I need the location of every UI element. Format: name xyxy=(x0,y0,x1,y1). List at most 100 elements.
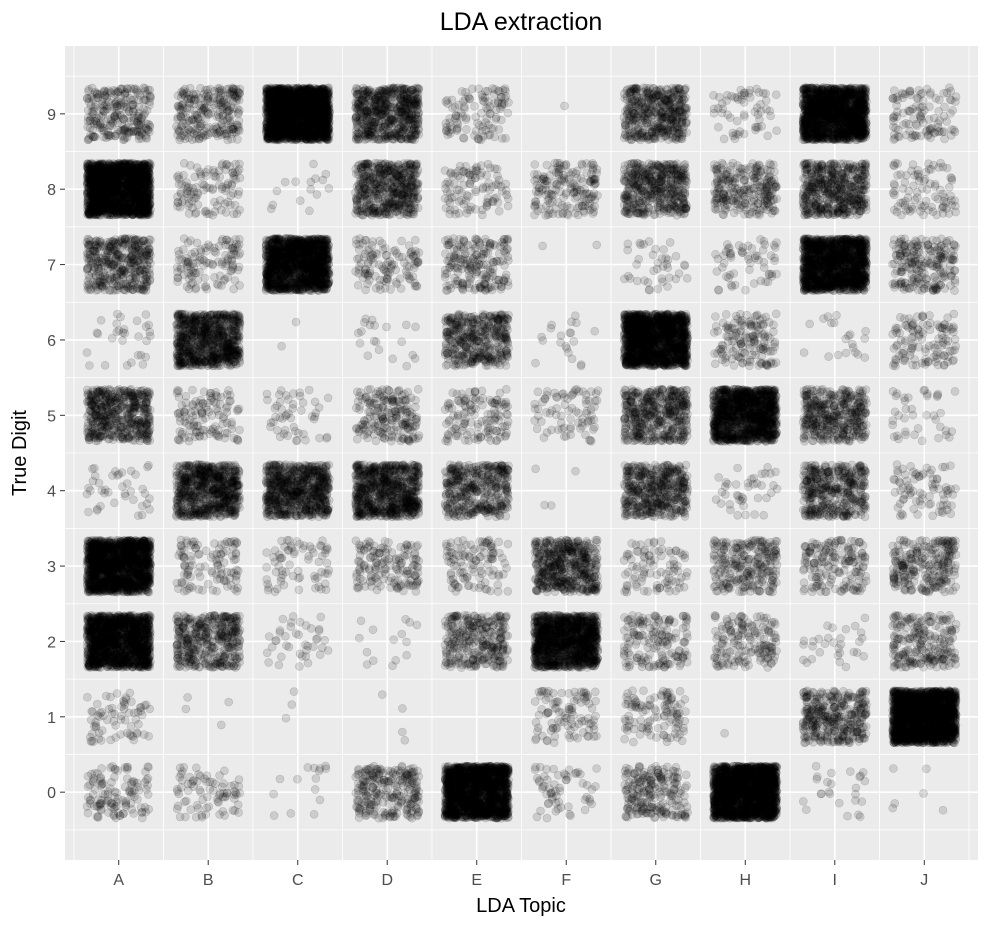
data-point xyxy=(111,813,121,823)
data-point xyxy=(404,765,414,775)
data-point xyxy=(110,764,120,774)
data-point xyxy=(400,735,410,745)
data-point xyxy=(805,690,814,699)
data-point xyxy=(115,811,125,820)
data-point xyxy=(623,812,632,822)
data-point xyxy=(576,687,586,697)
data-point xyxy=(124,708,134,718)
data-point xyxy=(629,693,638,703)
data-point xyxy=(143,781,152,790)
data-point xyxy=(498,770,508,779)
data-point xyxy=(269,789,278,799)
data-point xyxy=(398,776,407,786)
data-point xyxy=(133,794,142,804)
data-point xyxy=(825,789,835,799)
data-point xyxy=(850,709,859,718)
data-point xyxy=(141,807,150,817)
data-point xyxy=(852,727,862,737)
data-point xyxy=(96,776,106,786)
data-point xyxy=(583,731,592,741)
data-point xyxy=(286,809,296,818)
data-point xyxy=(100,790,110,799)
data-point xyxy=(143,774,153,783)
data-point xyxy=(631,806,641,815)
data-point xyxy=(659,721,669,731)
data-point xyxy=(96,800,105,810)
data-point xyxy=(125,688,135,698)
data-point xyxy=(130,786,139,795)
data-point xyxy=(125,785,135,795)
data-point xyxy=(550,780,559,789)
data-point xyxy=(106,735,115,745)
data-point xyxy=(142,775,151,785)
data-point xyxy=(537,705,547,714)
data-point xyxy=(802,708,812,718)
cell-H-0 xyxy=(709,761,782,823)
data-point xyxy=(104,808,113,817)
data-point xyxy=(96,736,106,745)
data-point xyxy=(99,711,108,721)
data-point xyxy=(835,701,845,711)
data-point xyxy=(123,762,133,772)
data-point xyxy=(354,790,363,799)
data-point xyxy=(116,715,126,724)
data-point xyxy=(83,782,93,791)
data-point xyxy=(740,797,750,807)
data-point xyxy=(769,764,778,773)
data-point xyxy=(110,772,119,782)
data-point xyxy=(663,773,672,782)
data-point xyxy=(188,777,198,786)
data-point xyxy=(127,777,136,787)
data-point xyxy=(172,804,182,814)
data-point xyxy=(814,707,823,716)
data-point xyxy=(103,787,113,796)
data-point xyxy=(555,786,565,796)
data-point xyxy=(554,707,564,717)
data-point xyxy=(107,777,116,787)
data-point xyxy=(563,721,573,731)
data-point xyxy=(660,787,669,796)
data-point xyxy=(468,795,478,805)
data-point xyxy=(542,813,552,823)
data-point xyxy=(888,803,898,813)
data-point xyxy=(720,802,729,812)
data-point xyxy=(86,732,95,742)
data-point xyxy=(126,787,135,797)
data-point xyxy=(97,780,107,790)
data-point xyxy=(121,798,131,808)
data-point xyxy=(620,780,630,790)
data-point xyxy=(681,770,691,780)
data-point xyxy=(96,805,106,814)
data-point xyxy=(889,764,898,773)
data-point xyxy=(656,809,666,819)
data-point xyxy=(230,794,239,804)
data-point xyxy=(723,791,732,801)
data-point xyxy=(858,768,868,777)
data-point xyxy=(546,789,555,798)
data-point xyxy=(205,777,215,787)
data-point xyxy=(551,798,561,808)
data-point xyxy=(462,783,472,793)
data-point xyxy=(632,703,641,712)
data-point xyxy=(812,772,822,782)
data-point xyxy=(96,798,106,808)
data-point xyxy=(311,774,321,783)
data-point xyxy=(137,807,147,817)
data-point xyxy=(734,770,744,779)
data-point xyxy=(834,713,843,722)
data-point xyxy=(127,788,137,797)
data-point xyxy=(822,718,832,728)
data-point xyxy=(269,811,279,820)
data-point xyxy=(668,766,678,776)
cell-G-0 xyxy=(620,761,692,823)
data-point xyxy=(143,790,153,799)
data-point xyxy=(580,805,590,815)
data-point xyxy=(88,790,98,799)
data-point xyxy=(490,797,500,807)
data-point xyxy=(125,730,134,739)
data-point xyxy=(140,777,150,787)
data-point xyxy=(723,775,733,785)
data-points xyxy=(82,83,961,823)
data-point xyxy=(531,735,540,745)
data-point xyxy=(133,782,142,792)
